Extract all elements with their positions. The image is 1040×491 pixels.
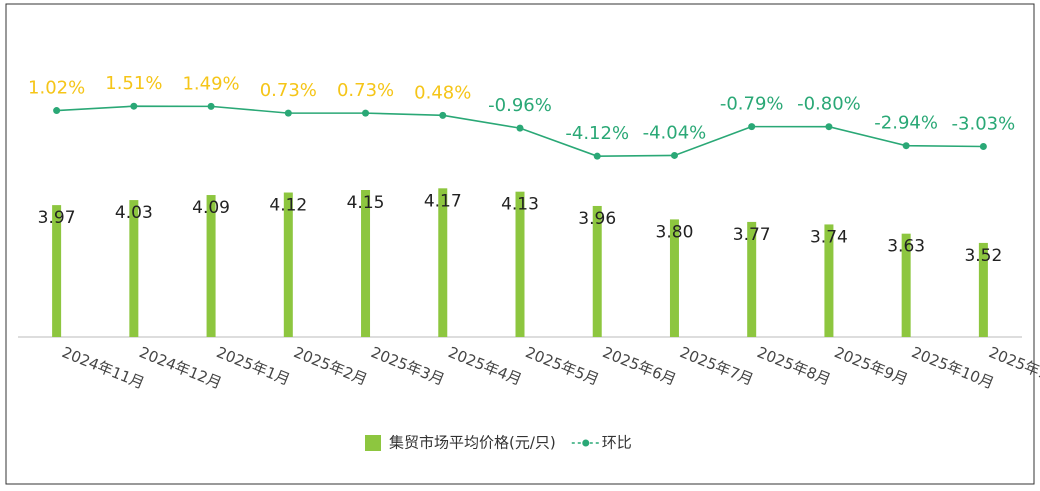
bar	[206, 195, 216, 337]
line-point	[516, 124, 524, 132]
bar	[747, 221, 757, 337]
line-label: -4.04%	[643, 122, 707, 143]
bar-label: 4.17	[424, 191, 462, 211]
bar	[515, 191, 525, 337]
line-label: 0.48%	[414, 82, 471, 103]
line-point	[825, 123, 833, 131]
bar-label: 3.80	[656, 222, 694, 242]
legend-label: 集贸市场平均价格(元/只)	[389, 434, 556, 452]
legend-swatch	[365, 435, 381, 451]
line-label: -0.80%	[797, 94, 861, 115]
bar-label: 3.74	[810, 227, 848, 247]
bar-label: 4.09	[192, 198, 230, 218]
bar	[669, 219, 679, 337]
bar-label: 3.63	[887, 237, 925, 257]
line-label: -4.12%	[565, 123, 629, 144]
legend-label: 环比	[602, 434, 632, 452]
legend-swatch	[582, 439, 590, 447]
bar-label: 4.03	[115, 203, 153, 223]
line-label: 1.51%	[105, 73, 162, 94]
line-label: 0.73%	[260, 80, 317, 101]
bar	[592, 205, 602, 337]
bar-label: 3.52	[964, 246, 1002, 266]
bar	[283, 192, 293, 337]
line-label: 1.49%	[182, 73, 239, 94]
line-label: 1.02%	[28, 78, 85, 99]
bar-label: 4.13	[501, 195, 539, 215]
line-point	[593, 152, 601, 160]
bar	[901, 233, 911, 337]
line-label: -0.79%	[720, 94, 784, 115]
line-point	[748, 123, 756, 131]
line-point	[670, 151, 678, 159]
line-label: -2.94%	[874, 113, 938, 134]
line-label: -3.03%	[952, 113, 1016, 134]
bar-label: 4.15	[347, 193, 385, 213]
bar-label: 4.12	[269, 196, 307, 216]
bar	[824, 224, 834, 337]
bar	[52, 205, 62, 337]
bar-label: 3.77	[733, 225, 771, 245]
bar-label: 3.96	[578, 209, 616, 229]
line-point	[130, 102, 138, 110]
line-point	[53, 107, 61, 115]
bar	[438, 188, 448, 337]
line-label: 0.73%	[337, 80, 394, 101]
line-point	[284, 109, 292, 117]
bar	[361, 190, 371, 337]
bar-label: 3.97	[38, 208, 76, 228]
line-point	[362, 109, 370, 117]
line-point	[979, 142, 987, 150]
line-label: -0.96%	[488, 95, 552, 116]
bar	[978, 242, 988, 337]
line-point	[902, 142, 910, 150]
line-point	[207, 102, 215, 110]
line-point	[439, 111, 447, 119]
bar	[129, 200, 139, 337]
